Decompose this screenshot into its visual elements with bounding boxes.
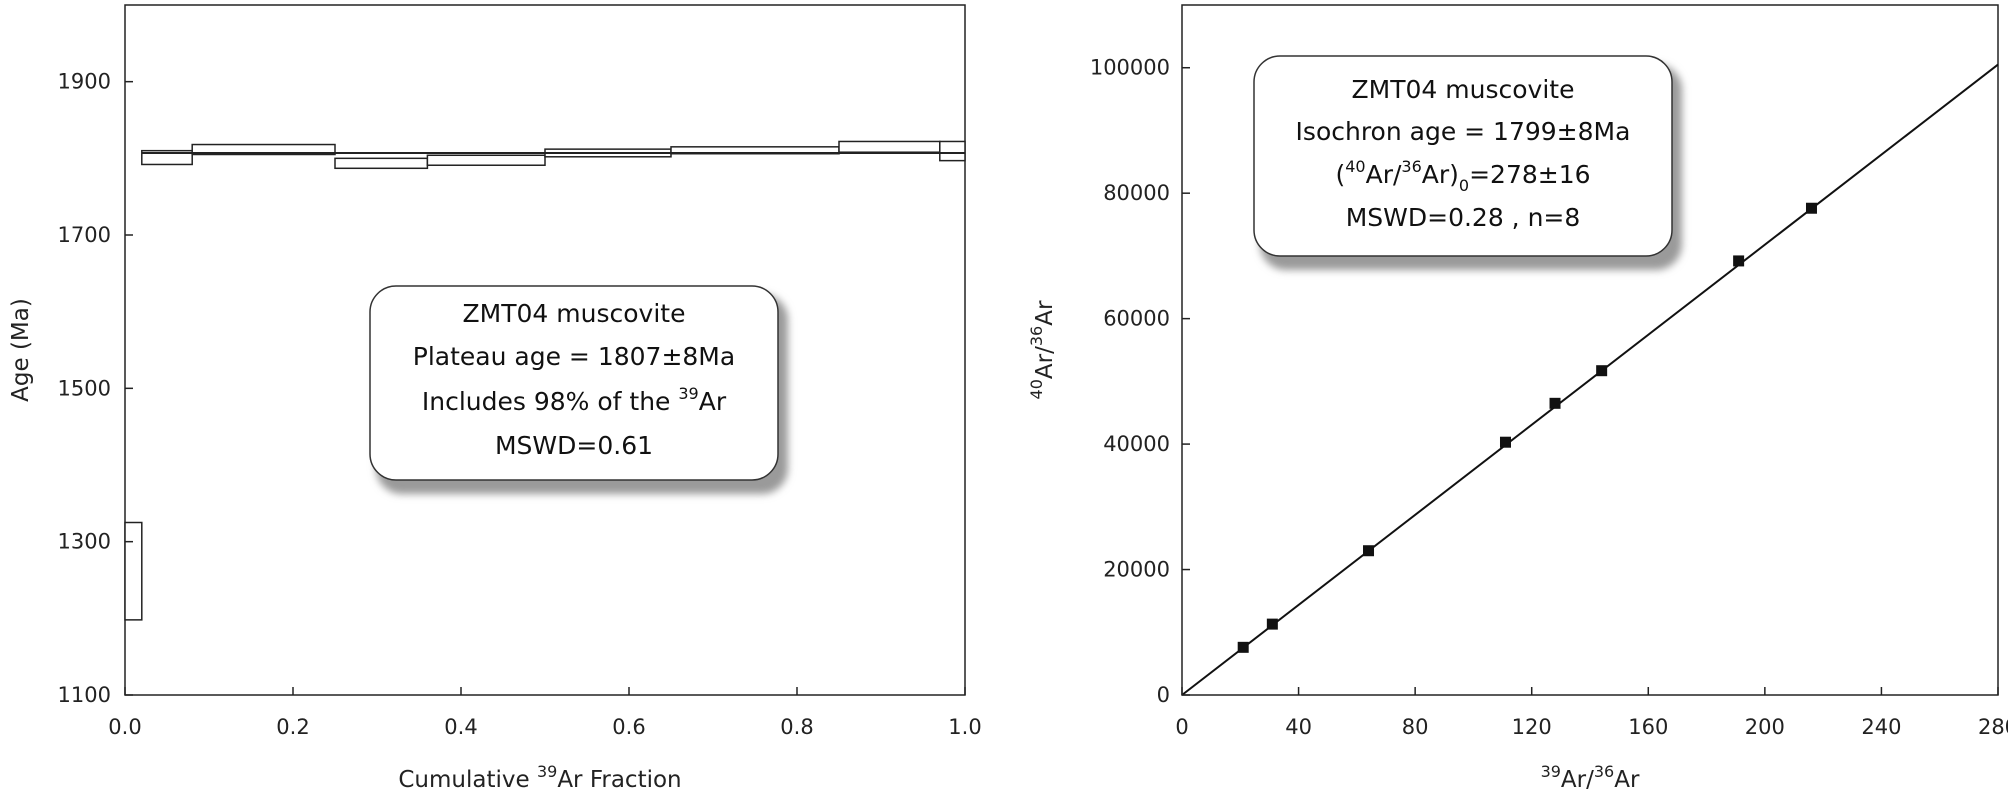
right-y-ticks: 0 20000 40000 60000 80000 100000 xyxy=(1090,56,1190,707)
isochron-box-line2: Isochron age = 1799±8Ma xyxy=(1296,117,1631,146)
right-x-tick-label: 280 xyxy=(1978,715,2008,739)
right-y-tick-label: 40000 xyxy=(1103,432,1170,456)
age-step-2 xyxy=(141,149,193,166)
plateau-box xyxy=(369,285,779,481)
right-y-tick-label: 0 xyxy=(1157,683,1170,707)
isochron-chart: 0 20000 40000 60000 80000 100000 0 40 80 120 160 2… xyxy=(1027,4,2008,793)
left-x-tick-label: 0.8 xyxy=(780,715,813,739)
right-plot-frame xyxy=(1181,4,1999,696)
left-x-tick-label: 0.2 xyxy=(276,715,309,739)
left-x-axis-title: Cumulative 39Ar Fraction xyxy=(398,762,681,793)
left-x-ticks: 0.0 0.2 0.4 0.6 0.8 1.0 xyxy=(108,687,982,739)
isochron-box xyxy=(1253,55,1673,257)
right-y-tick-label: 60000 xyxy=(1103,307,1170,331)
right-x-tick-label: 160 xyxy=(1628,715,1668,739)
left-y-ticks: 1100 1300 1500 1700 1900 xyxy=(58,70,133,707)
isochron-box-line3: (40Ar/36Ar)0=278±16 xyxy=(1335,157,1590,195)
right-y-tick-label: 80000 xyxy=(1103,181,1170,205)
left-y-tick-label: 1700 xyxy=(58,223,111,247)
isochron-box-line1: ZMT04 muscovite xyxy=(1352,75,1575,104)
left-plot-frame xyxy=(124,4,966,696)
left-y-axis-title: Age (Ma) xyxy=(8,298,34,402)
right-x-tick-label: 40 xyxy=(1285,715,1312,739)
isochron-point-5 xyxy=(1549,397,1561,409)
plateau-box-line2: Plateau age = 1807±8Ma xyxy=(413,342,735,371)
isochron-point-2 xyxy=(1266,618,1278,630)
right-x-ticks: 0 40 80 120 160 200 240 280 xyxy=(1175,687,2008,739)
left-y-tick-label: 1900 xyxy=(58,70,111,94)
left-x-tick-label: 0.4 xyxy=(444,715,477,739)
age-step-8 xyxy=(838,140,941,153)
age-step-1 xyxy=(124,521,143,621)
left-x-tick-label: 0.6 xyxy=(612,715,645,739)
isochron-point-3 xyxy=(1363,545,1375,557)
right-x-axis-title: 39Ar/36Ar xyxy=(1541,762,1640,793)
right-x-tick-label: 200 xyxy=(1745,715,1785,739)
age-step-3 xyxy=(191,143,336,156)
isochron-point-4 xyxy=(1499,436,1511,448)
right-x-tick-label: 120 xyxy=(1512,715,1552,739)
isochron-point-7 xyxy=(1733,255,1745,267)
plateau-box-line3: Includes 98% of the 39Ar xyxy=(422,384,727,416)
left-y-tick-label: 1100 xyxy=(58,683,111,707)
plateau-annotation-box: ZMT04 muscovite Plateau age = 1807±8Ma I… xyxy=(369,285,788,494)
right-x-tick-label: 240 xyxy=(1861,715,1901,739)
right-y-tick-label: 100000 xyxy=(1090,56,1170,80)
left-y-tick-label: 1300 xyxy=(58,530,111,554)
plateau-box-line4: MSWD=0.61 xyxy=(495,431,653,460)
age-step-9 xyxy=(939,140,966,162)
isochron-point-6 xyxy=(1596,365,1608,377)
left-x-tick-label: 1.0 xyxy=(948,715,981,739)
isochron-box-line4: MSWD=0.28 , n=8 xyxy=(1346,203,1581,232)
right-y-axis-title: 40Ar/36Ar xyxy=(1027,300,1058,399)
isochron-point-8 xyxy=(1805,202,1817,214)
right-y-tick-label: 20000 xyxy=(1103,558,1170,582)
age-step-5 xyxy=(426,154,546,166)
plateau-box-line1: ZMT04 muscovite xyxy=(463,299,686,328)
isochron-point-1 xyxy=(1237,641,1249,653)
isochron-annotation-box: ZMT04 muscovite Isochron age = 1799±8Ma … xyxy=(1253,55,1682,270)
isochron-points xyxy=(1237,202,1817,653)
left-y-tick-label: 1500 xyxy=(58,376,111,400)
right-x-tick-label: 0 xyxy=(1175,715,1188,739)
isochron-fit-line xyxy=(1181,63,1999,696)
age-step-4 xyxy=(334,157,429,170)
left-x-tick-label: 0.0 xyxy=(108,715,141,739)
right-x-tick-label: 80 xyxy=(1402,715,1429,739)
